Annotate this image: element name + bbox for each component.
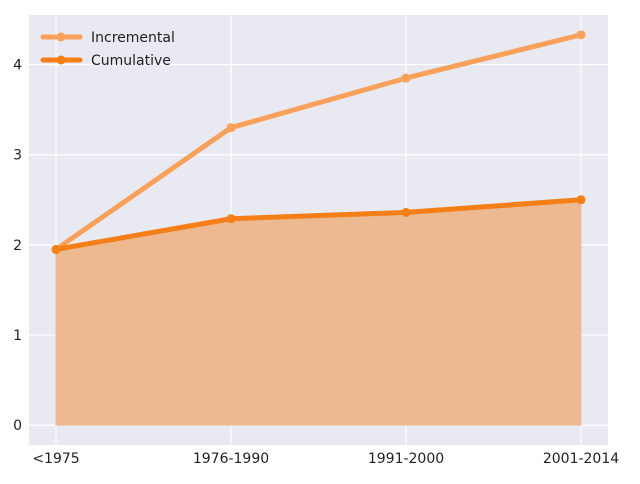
- incremental-line: [53, 32, 584, 252]
- incremental-point: [226, 123, 236, 133]
- legend-cumulative-marker: [56, 55, 66, 65]
- y-tick-label: 2: [13, 238, 22, 254]
- cumulative-point: [226, 214, 236, 224]
- x-tick-label: 1991-2000: [368, 451, 444, 467]
- cumulative-point: [576, 195, 586, 205]
- incremental-point: [401, 73, 411, 83]
- cumulative-point: [401, 207, 411, 217]
- y-tick-label: 0: [13, 418, 22, 434]
- x-axis: <1975 1976-1990 1991-2000 2001-2014: [32, 451, 619, 467]
- legend-incremental-label: Incremental: [91, 30, 175, 46]
- incremental-point: [576, 30, 586, 40]
- x-tick-label: <1975: [32, 451, 79, 467]
- cumulative-point: [51, 244, 61, 254]
- y-tick-label: 4: [13, 58, 22, 74]
- x-tick-label: 1976-1990: [193, 451, 269, 467]
- legend: Incremental Cumulative: [40, 30, 175, 69]
- y-axis: 0 1 2 3 4: [13, 58, 22, 435]
- legend-cumulative-label: Cumulative: [91, 53, 171, 69]
- x-tick-label: 2001-2014: [543, 451, 619, 467]
- legend-incremental-marker: [56, 32, 66, 42]
- lines-layer: [51, 30, 586, 254]
- y-tick-label: 1: [13, 328, 22, 344]
- y-tick-label: 3: [13, 148, 22, 164]
- cumulative-line: [53, 197, 584, 252]
